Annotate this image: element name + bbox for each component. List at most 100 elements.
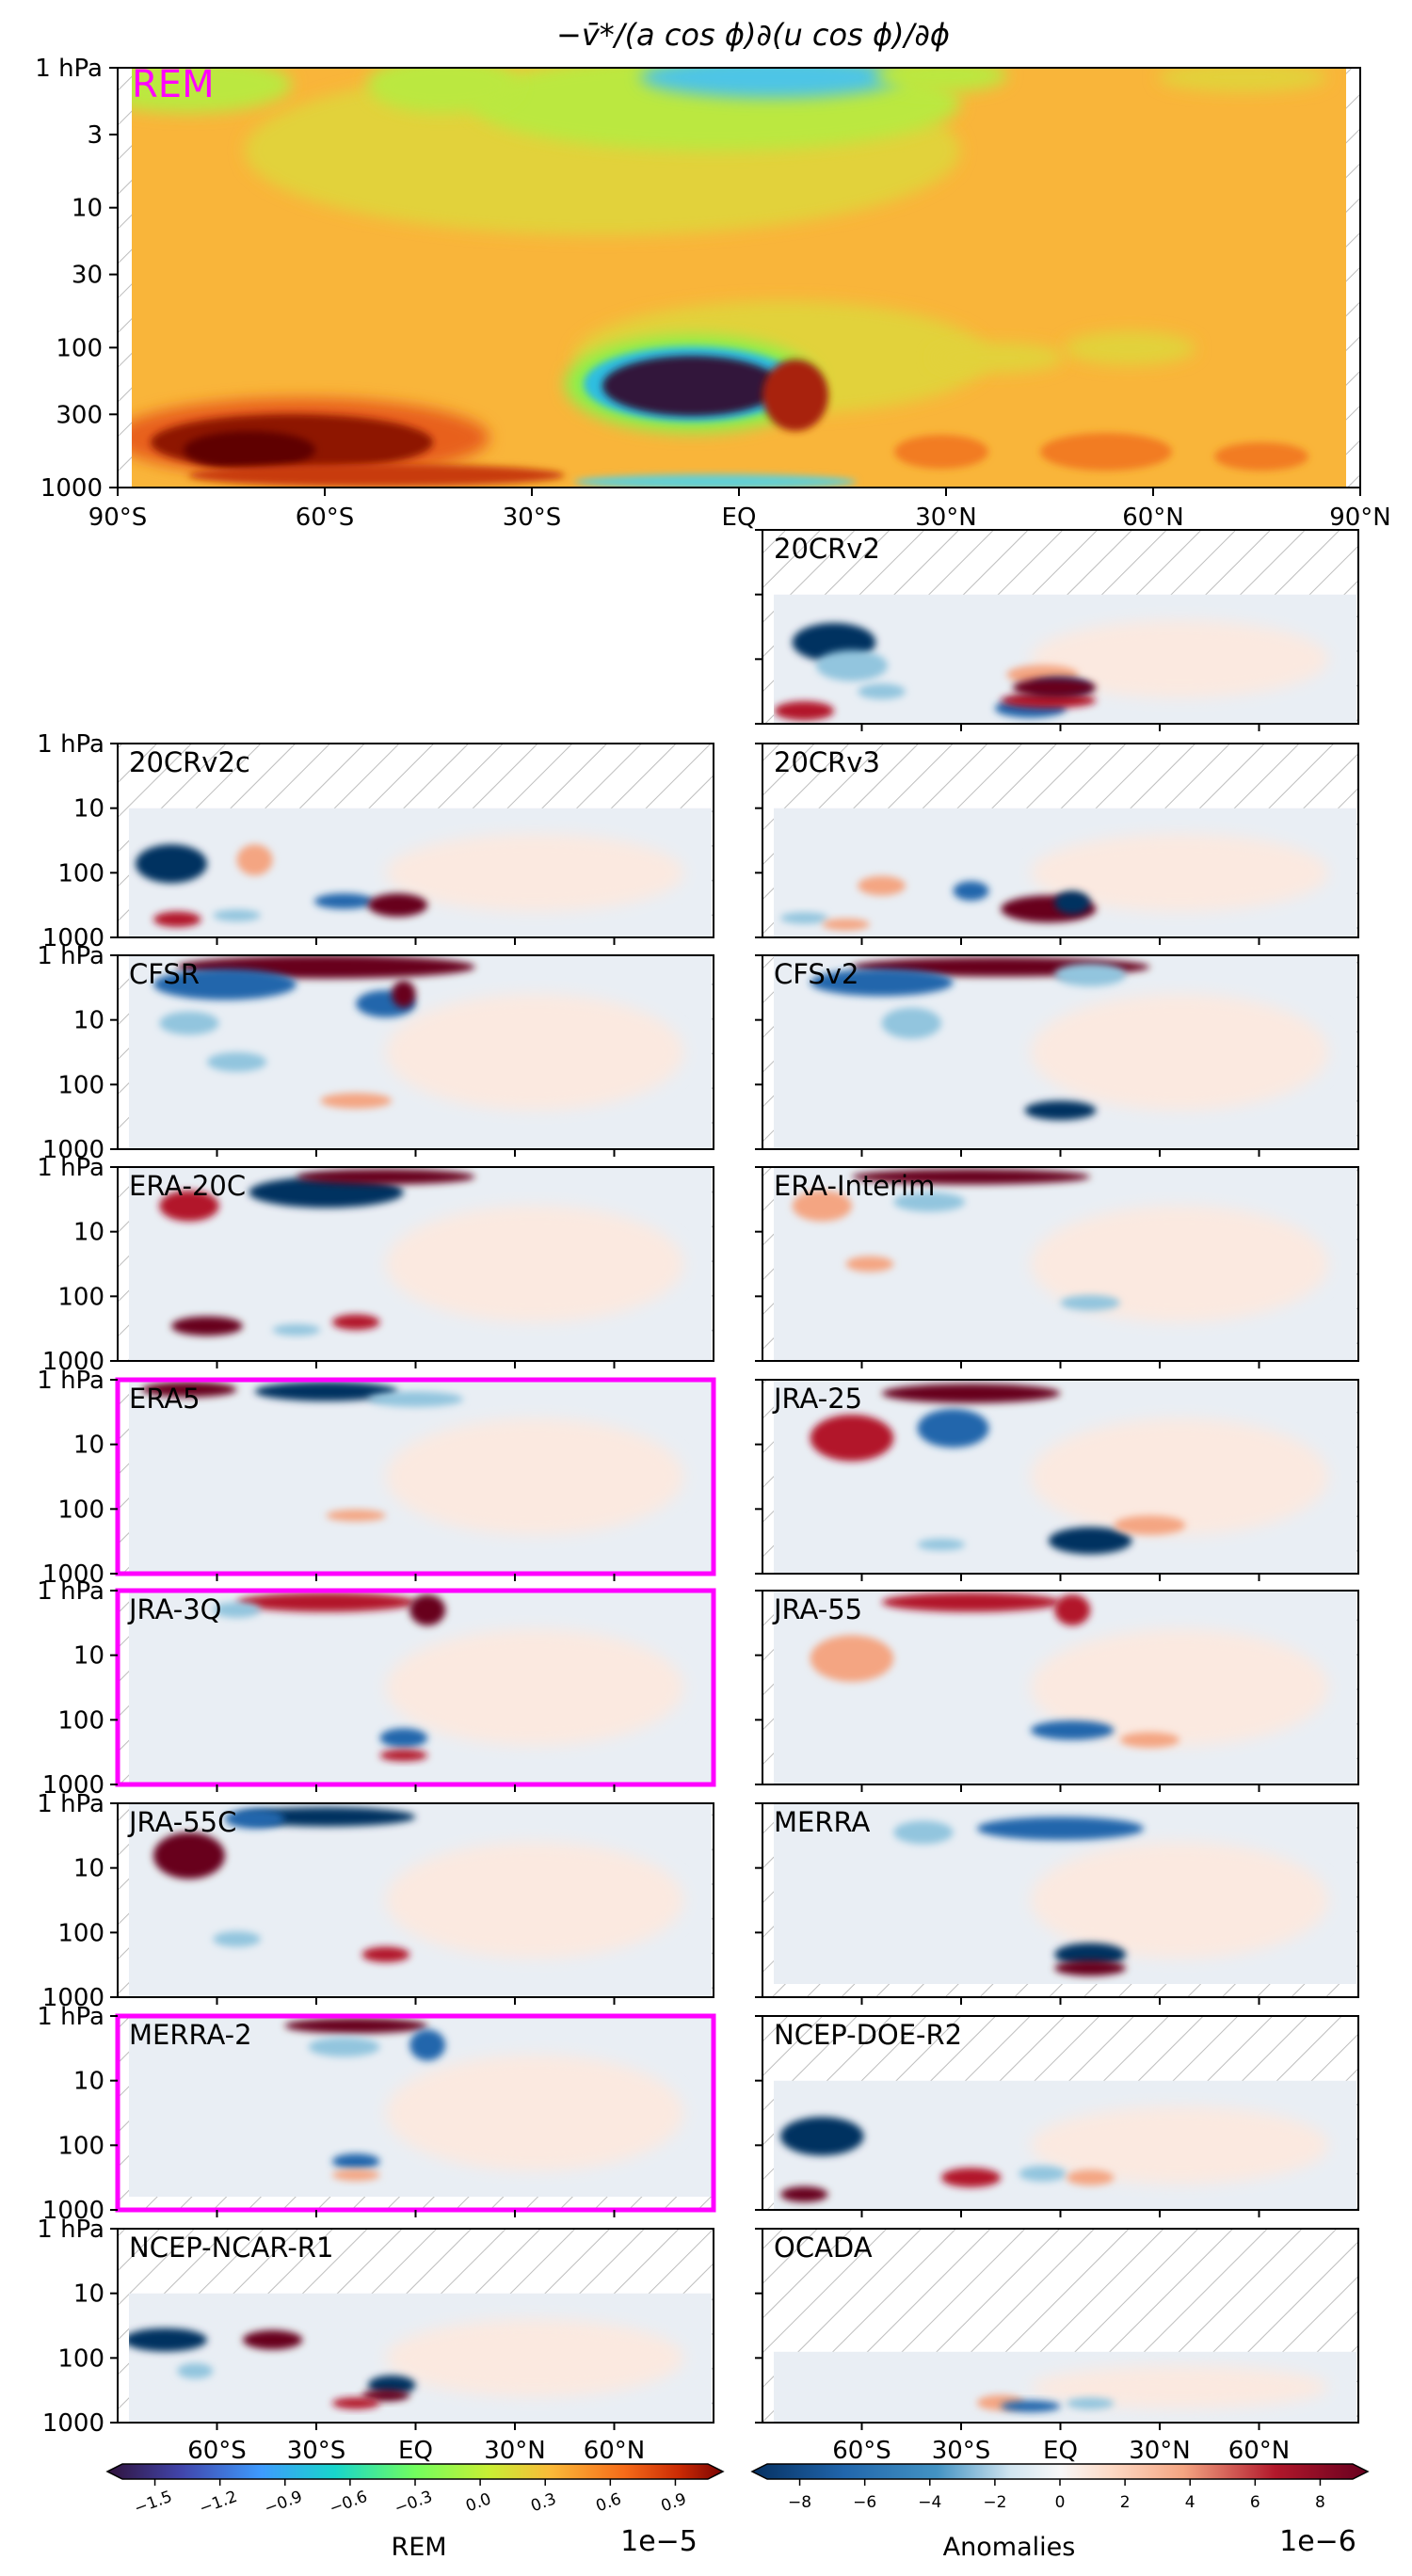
anomaly-contour-7 [774, 700, 834, 721]
anomaly-contour-3 [858, 875, 906, 896]
anomaly-contour-4 [1119, 1732, 1180, 1748]
rem-contour-15 [188, 464, 565, 487]
x-tick-label: 30°S [932, 2437, 991, 2465]
light-red-region [385, 1418, 684, 1535]
colorbar-multiplier: 1e−5 [620, 2525, 698, 2558]
x-tick-label: 60°S [832, 2437, 891, 2465]
light-red-region [385, 834, 684, 912]
anomaly-contour-2 [224, 1809, 285, 1829]
colorbar-tick-label: −1.2 [197, 2488, 240, 2519]
y-tick-label: 100 [57, 2132, 104, 2160]
y-tick-label: 1 hPa [37, 1367, 104, 1395]
anomaly-field [129, 955, 712, 1149]
y-tick-label: 3 [87, 121, 103, 150]
x-tick-label: 60°S [187, 2437, 247, 2465]
y-tick-label: 100 [57, 2344, 104, 2373]
anomaly-contour-0 [254, 1382, 398, 1401]
figure-title: −v̄*/(a cos ϕ)∂(u cos ϕ)/∂ϕ [556, 17, 950, 53]
x-tick-label: 30°S [503, 504, 562, 532]
y-tick-label: 1 hPa [37, 730, 104, 759]
panel-cfsr: CFSR 1 hPa 10 100 1000 [37, 942, 714, 1164]
anomaly-contour-0 [976, 1816, 1145, 1841]
y-tick-label: 1 hPa [35, 55, 103, 83]
anomaly-contour-2 [953, 881, 989, 901]
y-tick-label: 1 hPa [37, 1577, 104, 1606]
panel-ocada: OCADA 60°S 30°S EQ 30°N 60°N [755, 2228, 1359, 2465]
panel-ncep-doe-r2: NCEP-DOE-R2 [755, 2015, 1359, 2217]
x-tick-label: 30°S [287, 2437, 346, 2465]
anomaly-contour-0 [851, 1169, 1091, 1185]
anomaly-contour-4 [213, 1602, 261, 1618]
colorbar-tick-label: 2 [1120, 2493, 1131, 2512]
y-tick-label: 1 hPa [37, 1790, 104, 1818]
panel-era5: ERA5 1 hPa 10 100 1000 [37, 1367, 716, 1589]
colorbar-label: Anomalies [943, 2533, 1076, 2562]
panel-20crv2: 20CRv2 [755, 529, 1359, 731]
anomaly-field [774, 1591, 1356, 1784]
y-tick-label: 10 [73, 2280, 104, 2309]
anomaly-contour-1 [296, 1169, 475, 1185]
colorbar-tick-label: −4 [918, 2493, 941, 2512]
y-tick-label: 1 hPa [37, 942, 104, 970]
y-tick-label: 1 hPa [37, 2216, 104, 2244]
anomaly-field [129, 1591, 712, 1784]
x-tick-label: 60°N [1122, 504, 1184, 532]
y-tick-label: 1000 [42, 2409, 104, 2438]
y-tick-label: 100 [57, 1496, 104, 1524]
rem-contour-17 [1040, 433, 1172, 471]
panel-label: MERRA-2 [129, 2019, 252, 2051]
panel-cfsv2: CFSv2 [755, 954, 1359, 1157]
anomaly-contour-1 [409, 1594, 446, 1626]
anomaly-contour-2 [159, 1190, 219, 1222]
panel-label: ERA-Interim [774, 1170, 935, 1202]
colorbar-tick-label: 0.0 [463, 2489, 493, 2516]
anomaly-contour-0 [810, 1635, 894, 1682]
anomaly-contour-2 [308, 2037, 380, 2057]
x-tick-label: 30°N [484, 2437, 546, 2465]
y-tick-label: 1000 [42, 1560, 104, 1589]
colorbar-tick-label: 0 [1055, 2493, 1066, 2512]
colorbar-tick-label: 8 [1315, 2493, 1325, 2512]
panel-label: ERA-20C [129, 1170, 246, 1202]
y-tick-label: 100 [57, 1283, 104, 1311]
anomaly-contour-6 [320, 1093, 393, 1109]
y-tick-label: 10 [73, 1219, 104, 1247]
anomaly-field [774, 808, 1356, 937]
anomaly-field [129, 1380, 712, 1574]
panel-label: OCADA [774, 2232, 873, 2264]
panel-label: 20CRv3 [774, 746, 880, 778]
colorbar-anomalies: −8 −6 −4 −2 0 2 4 6 8 Anomalies 1e−6 [750, 2463, 1370, 2562]
panel-jra-55c: JRA-55C 1 hPa 10 100 1000 [37, 1790, 714, 2012]
y-tick-label: 1000 [42, 1136, 104, 1164]
anomaly-contour-2 [367, 1391, 464, 1407]
anomaly-contour-1 [810, 968, 954, 997]
anomaly-contour-5 [331, 2397, 380, 2409]
light-red-region [1030, 1629, 1329, 1746]
rem-contour-19 [1064, 331, 1195, 365]
anomaly-contour-8 [858, 683, 906, 699]
y-tick-label: 1000 [40, 474, 103, 503]
light-red-region [1030, 620, 1329, 698]
anomaly-contour-1 [940, 2168, 1002, 2187]
panel-jra-55: JRA-55 [755, 1590, 1359, 1792]
light-red-region [385, 1206, 684, 1322]
rem-field [132, 68, 1346, 488]
anomaly-contour-0 [236, 1592, 416, 1612]
colorbar-tick-label: −0.3 [392, 2488, 435, 2519]
anomaly-contour-4 [1114, 1515, 1186, 1535]
panel-label: JRA-55C [127, 1806, 236, 1838]
x-tick-label: 60°N [1228, 2437, 1291, 2465]
anomaly-contour-3 [331, 2153, 380, 2169]
y-tick-label: 100 [57, 1919, 104, 1947]
anomaly-contour-1 [1054, 1943, 1127, 1967]
light-red-region [385, 1629, 684, 1746]
panel-20crv2c: 20CRv2c 1 hPa 10 100 1000 [37, 730, 714, 952]
y-tick-label: 1000 [42, 924, 104, 952]
anomaly-field [129, 1803, 712, 1997]
anomaly-contour-3 [1024, 1100, 1097, 1121]
panel-label: NCEP-DOE-R2 [774, 2019, 962, 2051]
rem-contour-4 [367, 68, 518, 113]
x-tick-label: 60°N [584, 2437, 646, 2465]
y-tick-label: 30 [72, 262, 103, 290]
